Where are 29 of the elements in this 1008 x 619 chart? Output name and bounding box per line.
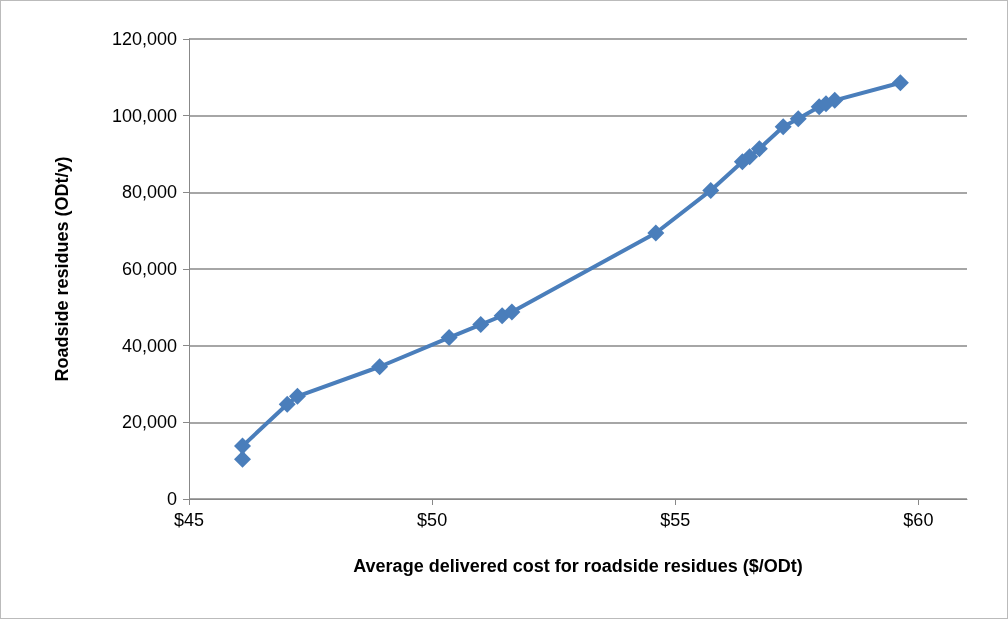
y-tick-label: 60,000 bbox=[121, 259, 177, 279]
point bbox=[774, 118, 792, 136]
x-tick-label: $55 bbox=[660, 510, 691, 530]
point bbox=[702, 181, 720, 199]
point bbox=[472, 316, 490, 334]
y-tick-label: 0 bbox=[166, 489, 177, 509]
point bbox=[741, 148, 759, 166]
x-tick-label: $45 bbox=[173, 510, 205, 530]
point bbox=[503, 303, 521, 321]
point bbox=[647, 224, 665, 242]
point bbox=[233, 450, 251, 468]
y-tick-label: 100,000 bbox=[111, 105, 177, 126]
point bbox=[288, 387, 306, 405]
point bbox=[371, 358, 389, 376]
point bbox=[750, 140, 768, 158]
y-tick-label: 40,000 bbox=[121, 335, 177, 356]
point bbox=[278, 395, 296, 413]
point bbox=[233, 437, 251, 455]
x-axis-title: Average delivered cost for roadside residues ($/ODt) bbox=[353, 556, 803, 576]
x-tick-label: $50 bbox=[417, 510, 448, 530]
point bbox=[891, 74, 909, 92]
point bbox=[440, 329, 458, 347]
point bbox=[826, 91, 844, 109]
x-tick-label: $60 bbox=[903, 510, 934, 530]
y-tick-label: 120,000 bbox=[111, 29, 177, 49]
y-axis-title: Roadside residues (ODt/y) bbox=[52, 156, 72, 382]
y-tick-label: 80,000 bbox=[121, 182, 177, 203]
y-tick-label: 20,000 bbox=[121, 412, 177, 433]
point bbox=[789, 110, 807, 128]
